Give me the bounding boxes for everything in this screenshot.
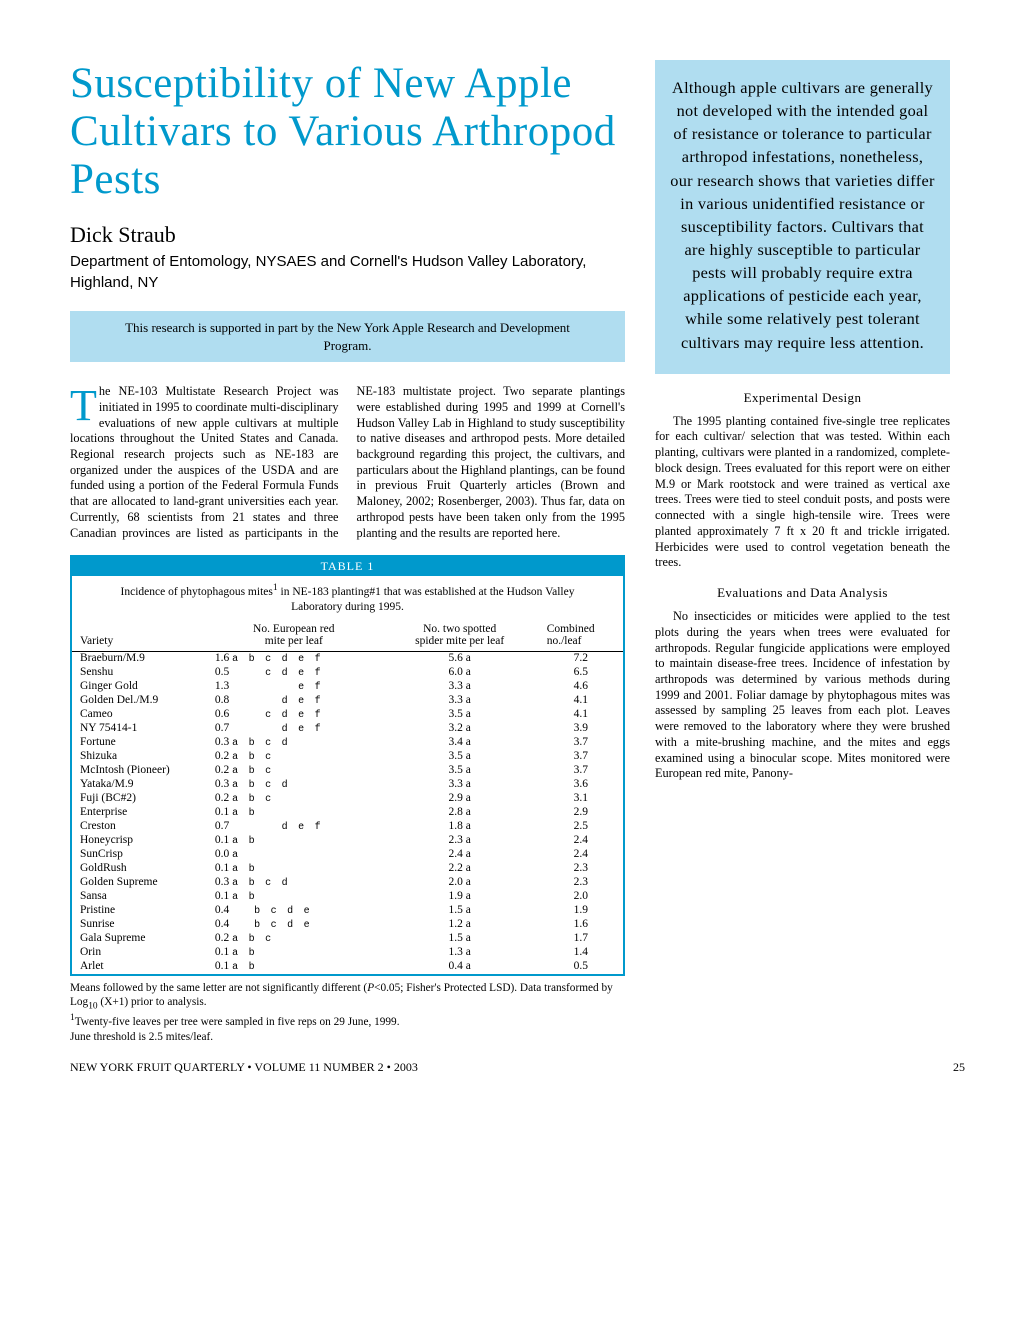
page-number: 25 xyxy=(953,1060,965,1075)
evaluations-body: No insecticides or miticides were applie… xyxy=(655,609,950,782)
table-row: Shizuka0.2 a b c3.5 a3.7 xyxy=(72,750,623,764)
intro-text-1: he NE-103 Multistate Research Project wa… xyxy=(70,384,339,540)
col-tsm: No. two spottedspider mite per leaf xyxy=(381,621,539,652)
table-row: GoldRush0.1 a b2.2 a2.3 xyxy=(72,862,623,876)
table-row: SunCrisp0.0 a2.4 a2.4 xyxy=(72,848,623,862)
abstract-sidebar: Although apple cultivars are generally n… xyxy=(655,60,950,374)
intro-paragraph: The NE-103 Multistate Research Project w… xyxy=(70,384,625,541)
footer-citation: NEW YORK FRUIT QUARTERLY • VOLUME 11 NUM… xyxy=(70,1060,418,1075)
table-caption: Incidence of phytophagous mites1 in NE-1… xyxy=(72,576,623,620)
table-footnotes: Means followed by the same letter are no… xyxy=(70,981,625,1044)
page-footer: NEW YORK FRUIT QUARTERLY • VOLUME 11 NUM… xyxy=(70,1060,965,1075)
author-name: Dick Straub xyxy=(70,222,625,248)
table-1: TABLE 1 Incidence of phytophagous mites1… xyxy=(70,555,625,975)
col-combined: Combinedno./leaf xyxy=(539,621,623,652)
mite-data-table: Variety No. European redmite per leaf No… xyxy=(72,621,623,974)
table-row: Cameo0.6 c d e f3.5 a4.1 xyxy=(72,708,623,722)
col-variety: Variety xyxy=(72,621,207,652)
experimental-design-body: The 1995 planting contained five-single … xyxy=(655,414,950,571)
table-row: Yataka/M.90.3 a b c d3.3 a3.6 xyxy=(72,778,623,792)
table-row: Enterprise0.1 a b2.8 a2.9 xyxy=(72,806,623,820)
table-label: TABLE 1 xyxy=(72,557,623,576)
table-row: Golden Supreme0.3 a b c d2.0 a2.3 xyxy=(72,876,623,890)
table-row: Sansa0.1 a b1.9 a2.0 xyxy=(72,890,623,904)
table-row: Orin0.1 a b1.3 a1.4 xyxy=(72,946,623,960)
funding-banner: This research is supported in part by th… xyxy=(70,311,625,362)
table-row: Fortune0.3 a b c d3.4 a3.7 xyxy=(72,736,623,750)
table-row: Fuji (BC#2)0.2 a b c2.9 a3.1 xyxy=(72,792,623,806)
table-row: Senshu0.5 c d e f6.0 a6.5 xyxy=(72,666,623,680)
table-row: Arlet0.1 a b0.4 a0.5 xyxy=(72,960,623,974)
evaluations-heading: Evaluations and Data Analysis xyxy=(655,585,950,601)
author-affiliation: Department of Entomology, NYSAES and Cor… xyxy=(70,252,590,293)
table-row: Braeburn/M.91.6 a b c d e f5.6 a7.2 xyxy=(72,651,623,666)
table-row: Ginger Gold1.3 e f3.3 a4.6 xyxy=(72,680,623,694)
table-row: Golden Del./M.90.8 d e f3.3 a4.1 xyxy=(72,694,623,708)
table-row: Pristine0.4 b c d e1.5 a1.9 xyxy=(72,904,623,918)
table-row: Honeycrisp0.1 a b2.3 a2.4 xyxy=(72,834,623,848)
col-erm: No. European redmite per leaf xyxy=(207,621,381,652)
table-row: Gala Supreme0.2 a b c1.5 a1.7 xyxy=(72,932,623,946)
experimental-design-heading: Experimental Design xyxy=(655,390,950,406)
article-title: Susceptibility of New Apple Cultivars to… xyxy=(70,60,625,204)
table-row: Creston0.7 d e f1.8 a2.5 xyxy=(72,820,623,834)
table-row: Sunrise0.4 b c d e1.2 a1.6 xyxy=(72,918,623,932)
table-row: McIntosh (Pioneer)0.2 a b c3.5 a3.7 xyxy=(72,764,623,778)
intro-text-2: in the NE-183 multistate project. Two se… xyxy=(308,384,625,540)
table-row: NY 75414-10.7 d e f3.2 a3.9 xyxy=(72,722,623,736)
drop-cap: T xyxy=(70,384,99,424)
